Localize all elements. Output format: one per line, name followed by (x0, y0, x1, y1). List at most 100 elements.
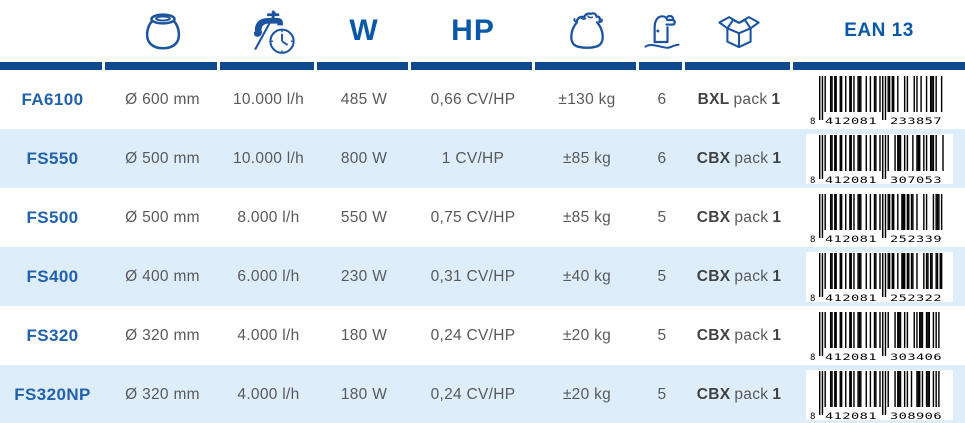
hp-value: 1 CV/HP (441, 149, 505, 167)
table-row: FA6100 Ø 600 mm 10.000 l/h 485 W 0,66 CV… (0, 70, 965, 129)
weight-value: ±85 kg (562, 208, 612, 226)
svg-text:412081: 412081 (825, 176, 877, 184)
header-product-blank (0, 0, 105, 62)
flow-value: 4.000 l/h (237, 326, 300, 344)
ean13-barcode: 8 412081 303406 (805, 310, 953, 363)
pack-code: CBX (696, 267, 731, 285)
table-row: FS550 Ø 500 mm 10.000 l/h 800 W 1 CV/HP … (0, 129, 965, 188)
pack-code: CBX (696, 149, 731, 167)
diameter-value: Ø 400 mm (125, 267, 200, 285)
qty-value: 5 (657, 326, 667, 344)
box-icon (718, 16, 760, 49)
product-name: FA6100 (21, 89, 84, 109)
hp-value: 0,75 CV/HP (430, 208, 516, 226)
svg-text:8: 8 (810, 294, 816, 302)
qty-value: 5 (657, 267, 667, 285)
svg-text:412081: 412081 (825, 294, 877, 302)
svg-text:307053: 307053 (890, 176, 942, 184)
watts-value: 180 W (340, 385, 388, 403)
pack-value: CBX pack 1 (685, 247, 793, 306)
pack-value: CBX pack 1 (685, 129, 793, 188)
ean13-barcode: 8 412081 307053 (805, 133, 953, 186)
svg-text:412081: 412081 (825, 412, 877, 420)
qty-value: 6 (657, 149, 667, 167)
svg-text:8: 8 (810, 353, 816, 361)
product-name: FS320 (26, 325, 79, 345)
watts-value: 180 W (340, 326, 388, 344)
bag-icon (570, 12, 604, 49)
flow-value: 10.000 l/h (232, 149, 305, 167)
table-row: FS320 Ø 320 mm 4.000 l/h 180 W 0,24 CV/H… (0, 306, 965, 365)
pack-value: CBX pack 1 (685, 306, 793, 365)
weight-value: ±85 kg (562, 149, 612, 167)
pot-icon (145, 13, 180, 50)
weight-value: ±20 kg (562, 326, 612, 344)
svg-text:8: 8 (810, 412, 816, 420)
diameter-value: Ø 320 mm (125, 385, 200, 403)
pack-code: BXL (697, 90, 730, 108)
table-row: FS320NP Ø 320 mm 4.000 l/h 180 W 0,24 CV… (0, 365, 965, 423)
flow-value: 6.000 l/h (237, 267, 300, 285)
product-name: FS550 (26, 148, 79, 168)
pack-word: pack (734, 149, 769, 167)
qty-value: 5 (657, 208, 667, 226)
table-row: FS400 Ø 400 mm 6.000 l/h 230 W 0,31 CV/H… (0, 247, 965, 306)
svg-text:412081: 412081 (825, 235, 877, 243)
watts-value: 550 W (340, 208, 388, 226)
pack-value: CBX pack 1 (685, 365, 793, 423)
watts-header-label: W (349, 14, 379, 47)
table-row: FS500 Ø 500 mm 8.000 l/h 550 W 0,75 CV/H… (0, 188, 965, 247)
pack-count: 1 (772, 326, 782, 344)
header-diameter (105, 0, 220, 62)
hp-value: 0,24 CV/HP (430, 326, 516, 344)
product-name: FS400 (26, 266, 79, 286)
flow-value: 10.000 l/h (232, 90, 305, 108)
header-weight (535, 0, 639, 62)
table-header: W HP (0, 0, 965, 62)
svg-text:8: 8 (810, 235, 816, 243)
watts-value: 230 W (340, 267, 388, 285)
svg-text:8: 8 (810, 117, 816, 125)
pack-word: pack (734, 267, 769, 285)
svg-text:8: 8 (810, 176, 816, 184)
pack-word: pack (734, 208, 769, 226)
pack-value: BXL pack 1 (685, 70, 793, 129)
weight-value: ±130 kg (558, 90, 616, 108)
svg-text:303406: 303406 (890, 353, 942, 361)
ean13-barcode: 8 412081 308906 (805, 369, 953, 422)
hp-value: 0,66 CV/HP (430, 90, 516, 108)
watts-value: 485 W (340, 90, 388, 108)
sand-filter-pump-icon (644, 14, 680, 49)
pack-word: pack (733, 90, 768, 108)
hp-value: 0,31 CV/HP (430, 267, 516, 285)
flow-value: 8.000 l/h (237, 208, 300, 226)
header-watts: W (317, 0, 411, 62)
hp-value: 0,24 CV/HP (430, 385, 516, 403)
pack-count: 1 (772, 149, 782, 167)
header-divider-bar (0, 62, 965, 70)
diameter-value: Ø 500 mm (125, 149, 200, 167)
qty-value: 5 (657, 385, 667, 403)
ean13-barcode: 8 412081 233857 (805, 74, 953, 127)
ean-header-label: EAN 13 (844, 20, 914, 41)
diameter-value: Ø 500 mm (125, 208, 200, 226)
header-flow (220, 0, 317, 62)
pack-count: 1 (772, 385, 782, 403)
product-name: FS320NP (14, 384, 91, 404)
product-name: FS500 (26, 207, 79, 227)
hp-header-label: HP (451, 14, 495, 47)
pack-code: CBX (696, 385, 731, 403)
svg-text:233857: 233857 (890, 117, 942, 125)
svg-text:412081: 412081 (825, 117, 877, 125)
diameter-value: Ø 320 mm (125, 326, 200, 344)
flow-value: 4.000 l/h (237, 385, 300, 403)
pack-count: 1 (771, 90, 781, 108)
weight-value: ±40 kg (562, 267, 612, 285)
svg-text:252339: 252339 (890, 235, 942, 243)
pack-count: 1 (772, 267, 782, 285)
qty-value: 6 (657, 90, 667, 108)
pack-word: pack (734, 326, 769, 344)
watts-value: 800 W (340, 149, 388, 167)
header-hp: HP (411, 0, 535, 62)
